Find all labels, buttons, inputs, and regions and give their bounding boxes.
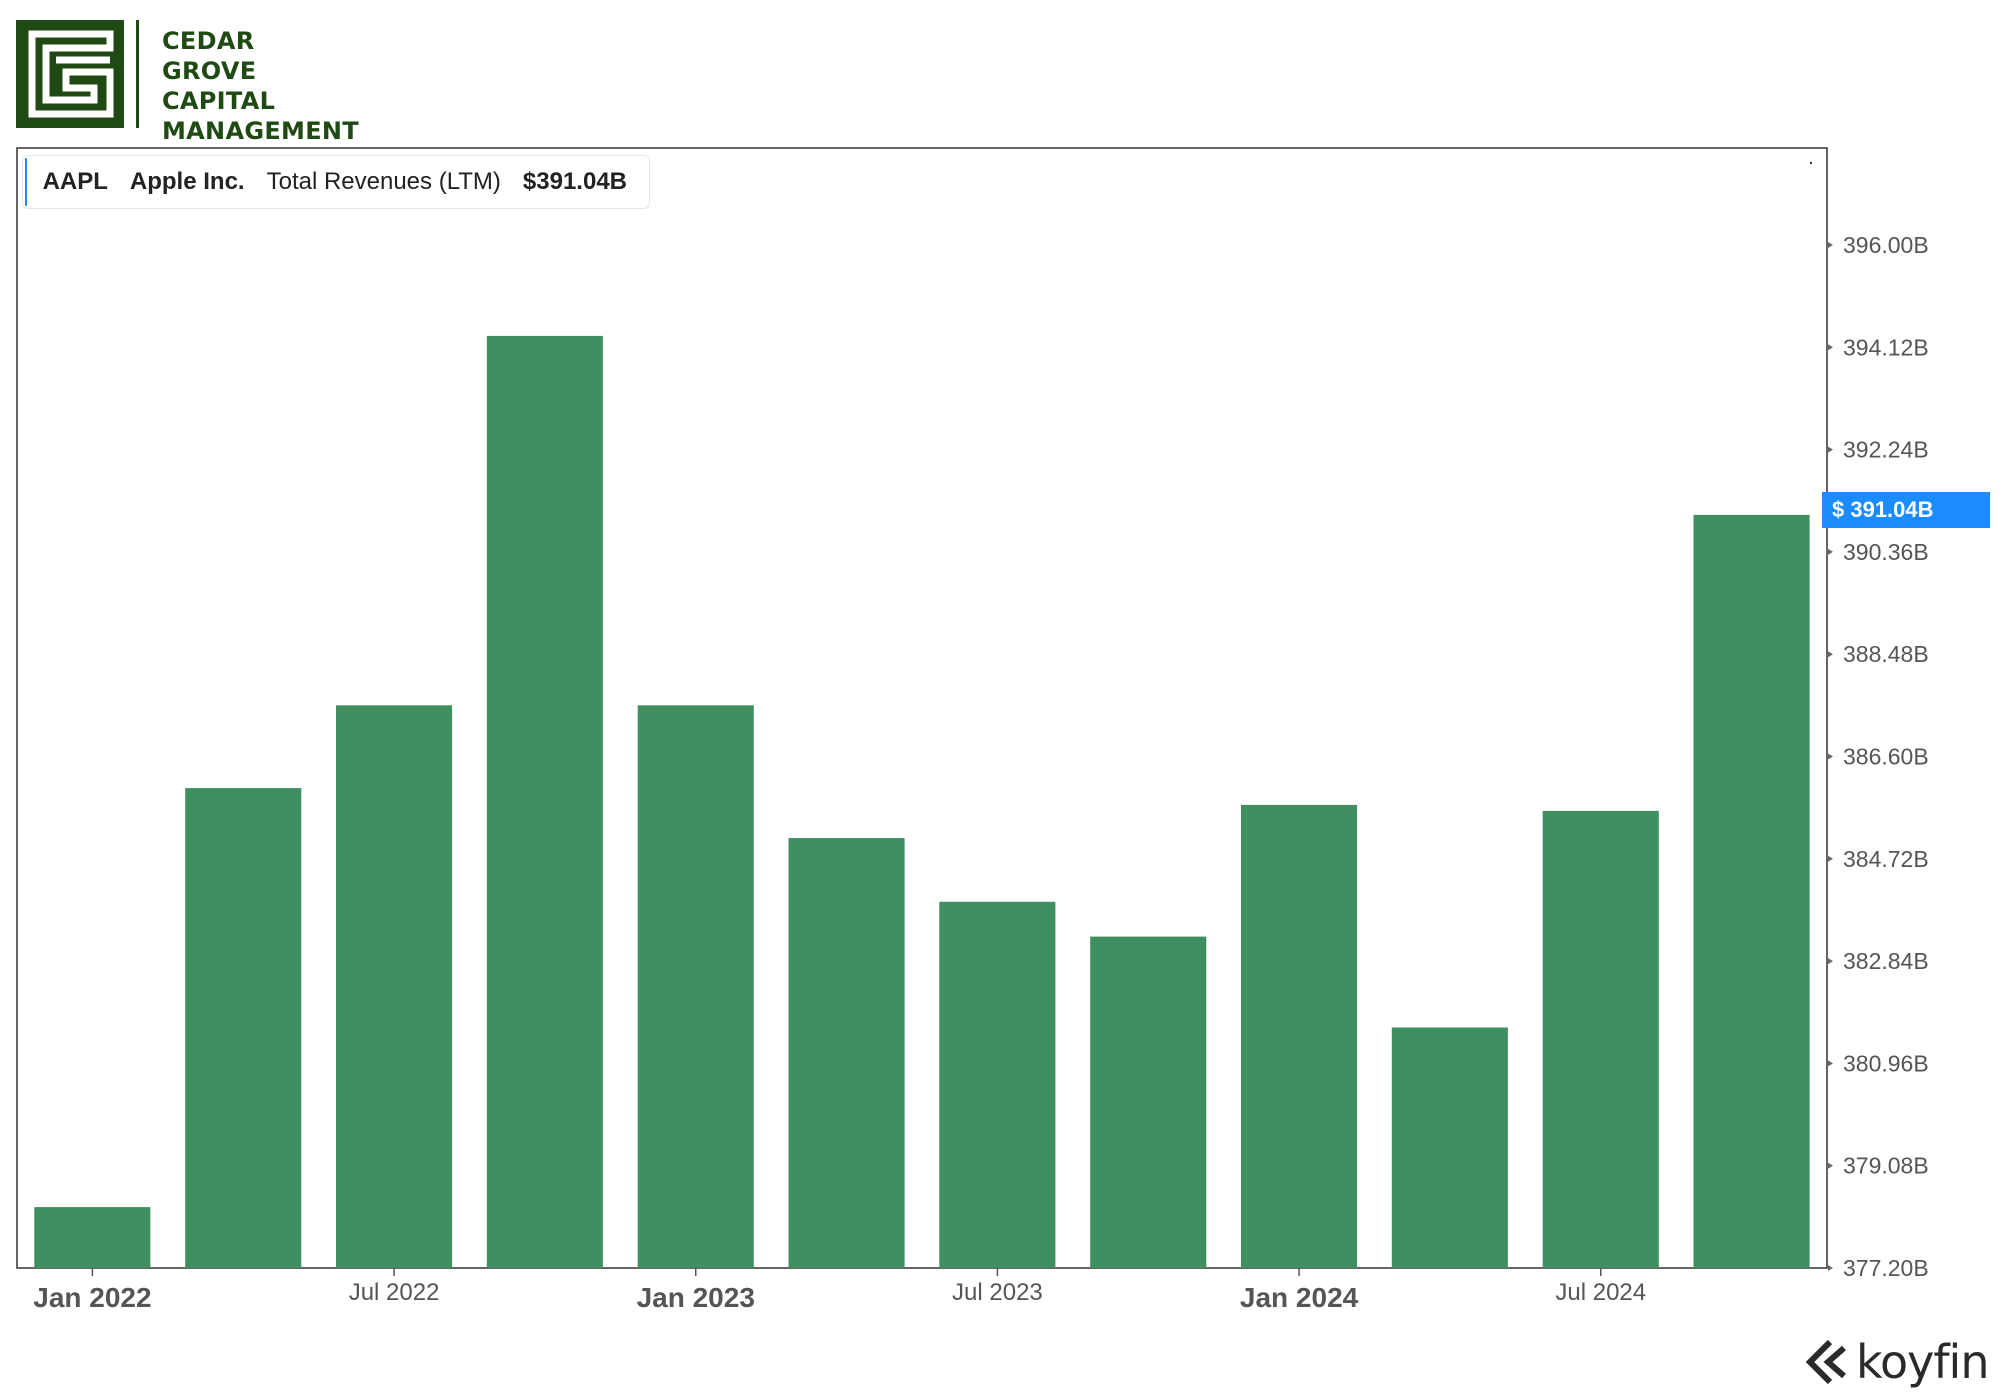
x-axis: Jan 2022 Jul 2022 Jan 2023 Jul 2023 Jan 2024…: [33, 1268, 1646, 1313]
company-logo: CEDAR GROVE CAPITAL MANAGEMENT: [14, 14, 359, 145]
y-tick-mark-5: [1828, 753, 1833, 760]
y-tick-label-2: 392.24B: [1843, 437, 1929, 463]
chart-legend[interactable]: AAPL Apple Inc. Total Revenues (LTM) $39…: [22, 155, 650, 209]
plot-frame: [16, 147, 1828, 1269]
y-tick-mark-2: [1828, 446, 1833, 453]
x-tick-label-2: Jan 2023: [637, 1282, 755, 1313]
x-tick-label-5: Jul 2024: [1555, 1279, 1646, 1306]
logo-line-1: CEDAR: [162, 27, 255, 55]
legend-metric: Total Revenues (LTM): [266, 168, 501, 195]
logo-line-4: MANAGEMENT: [162, 117, 359, 145]
bar-3[interactable]: [486, 335, 603, 1268]
bars-group: [34, 335, 1810, 1269]
bar-7[interactable]: [1090, 936, 1207, 1268]
y-tick-mark-3: [1828, 548, 1833, 555]
y-tick-mark-0: [1828, 242, 1833, 248]
y-tick-label-5: 386.60B: [1843, 744, 1929, 770]
y-tick-mark-9: [1828, 1162, 1833, 1169]
y-tick-label-9: 379.08B: [1843, 1153, 1929, 1179]
y-tick-mark-10: [1828, 1265, 1833, 1271]
logo-line-2: GROVE: [162, 57, 257, 85]
bar-0[interactable]: [34, 1207, 151, 1268]
x-tick-label-3: Jul 2023: [952, 1279, 1043, 1306]
koyfin-logo-icon: [1806, 1339, 1846, 1385]
current-value-badge: $ 391.04B: [1822, 492, 1990, 528]
y-axis: 396.00B 394.12B 392.24B 390.36B 388.48B 386.6…: [1828, 232, 1929, 1281]
y-tick-mark-7: [1828, 958, 1833, 965]
legend-ticker: AAPL: [42, 168, 108, 195]
bar-2[interactable]: [336, 705, 453, 1268]
legend-value: $391.04B: [522, 168, 627, 195]
logo-wordmark: CEDAR GROVE CAPITAL MANAGEMENT: [162, 26, 359, 146]
bar-4[interactable]: [637, 705, 754, 1268]
bar-10[interactable]: [1542, 810, 1659, 1268]
x-tick-label-1: Jul 2022: [349, 1279, 440, 1306]
bar-1[interactable]: [185, 788, 302, 1268]
y-tick-label-10: 377.20B: [1843, 1255, 1929, 1281]
y-tick-label-0: 396.00B: [1843, 232, 1929, 258]
x-tick-label-0: Jan 2022: [33, 1282, 151, 1313]
bar-9[interactable]: [1391, 1027, 1508, 1269]
legend-company: Apple Inc.: [129, 168, 245, 195]
bar-6[interactable]: [939, 901, 1056, 1268]
bar-5[interactable]: [788, 838, 905, 1268]
y-tick-label-6: 384.72B: [1843, 846, 1929, 872]
y-tick-label-7: 382.84B: [1843, 948, 1929, 974]
legend-color-accent: [25, 158, 27, 206]
bar-11[interactable]: [1693, 514, 1810, 1268]
x-tick-label-4: Jan 2024: [1240, 1282, 1359, 1313]
logo-line-3: CAPITAL: [162, 87, 276, 115]
koyfin-brand: koyfin: [1806, 1334, 1989, 1390]
y-tick-label-4: 388.48B: [1843, 641, 1929, 667]
corner-dot: [1810, 162, 1812, 164]
y-tick-label-3: 390.36B: [1843, 539, 1929, 565]
y-tick-mark-6: [1828, 855, 1833, 862]
koyfin-wordmark: koyfin: [1856, 1335, 1989, 1389]
cedar-grove-logo-icon: [16, 20, 139, 128]
y-tick-label-1: 394.12B: [1843, 334, 1929, 360]
y-tick-mark-8: [1828, 1060, 1833, 1067]
y-tick-mark-4: [1828, 651, 1833, 658]
y-tick-mark-1: [1828, 344, 1833, 351]
bar-8[interactable]: [1241, 804, 1358, 1268]
y-tick-label-8: 380.96B: [1843, 1050, 1929, 1076]
